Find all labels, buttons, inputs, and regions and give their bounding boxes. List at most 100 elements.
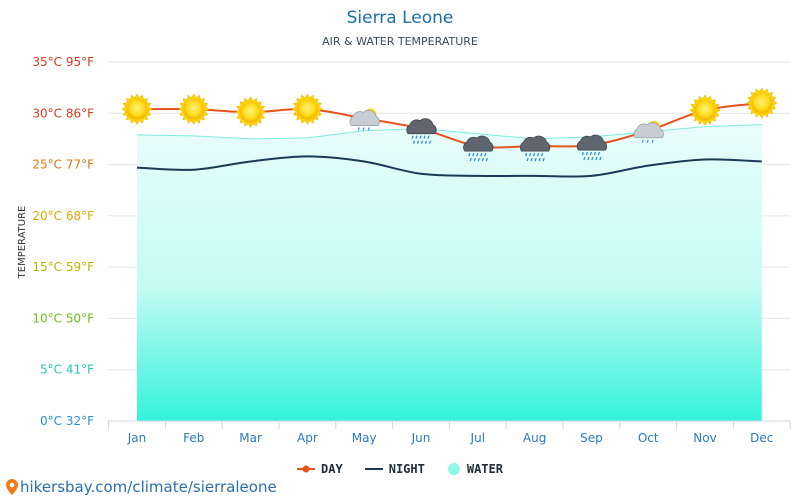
- y-axis-label: TEMPERATURE: [17, 206, 28, 280]
- cloud-shape: [576, 134, 608, 151]
- legend-item-water[interactable]: WATER: [447, 462, 503, 476]
- rain-drop: [593, 151, 597, 156]
- x-tick-label: Jul: [470, 431, 485, 445]
- rain-drop: [589, 151, 593, 156]
- rain-cloud-icon: [463, 135, 494, 162]
- rain-drop: [480, 152, 483, 157]
- rain-drop: [411, 135, 414, 139]
- rain-drop: [424, 140, 428, 144]
- sun-icon: [121, 93, 153, 125]
- cloud-shape: [349, 110, 380, 126]
- legend-item-night[interactable]: NIGHT: [364, 462, 425, 476]
- rain-drop: [536, 152, 540, 157]
- rain-cloud-icon: [519, 135, 551, 162]
- y-tick-label: 20°C 68°F: [32, 209, 94, 223]
- rain-drop: [599, 156, 602, 161]
- rain-drop: [485, 157, 488, 162]
- sun-disc: [183, 98, 205, 120]
- legend-water-label: WATER: [466, 462, 503, 476]
- x-tick-label: Mar: [239, 431, 262, 445]
- cloud-shape: [463, 135, 494, 152]
- sun-disc: [296, 98, 318, 120]
- x-tick-label: Aug: [523, 431, 546, 445]
- rain-drop: [595, 156, 598, 161]
- rain-drop: [530, 157, 533, 162]
- rain-drop: [468, 152, 471, 157]
- legend-night-marker: [364, 468, 383, 470]
- water-area: [137, 124, 762, 421]
- x-tick-label: Feb: [183, 431, 204, 445]
- rain-drop: [367, 127, 370, 131]
- rain-drop: [416, 140, 420, 144]
- rain-drop: [538, 157, 541, 162]
- rain-drop: [534, 157, 537, 162]
- rain-drop: [427, 135, 430, 139]
- rain-drop: [524, 152, 528, 157]
- cloud-shape: [633, 122, 664, 139]
- x-tick-label: Sep: [580, 431, 603, 445]
- cloud-shape: [519, 135, 551, 152]
- rain-drop: [472, 152, 475, 157]
- x-tick-label: Jan: [127, 431, 147, 445]
- sun-disc: [240, 101, 262, 123]
- legend-item-day[interactable]: DAY: [297, 462, 343, 476]
- x-tick-label: May: [352, 431, 377, 445]
- sun-disc: [694, 99, 716, 121]
- rain-drop: [428, 140, 432, 144]
- sun-icon: [178, 93, 210, 125]
- rain-drop: [415, 135, 418, 139]
- rain-drop: [477, 157, 480, 162]
- rain-drop: [423, 135, 426, 139]
- rain-cloud-icon: [406, 118, 437, 144]
- location-pin-icon: [6, 479, 18, 495]
- sun-icon: [291, 93, 323, 125]
- rain-drop: [591, 156, 594, 161]
- rain-drop: [651, 139, 654, 143]
- partly-cloudy-rain-icon: [633, 120, 664, 143]
- y-tick-label: 25°C 77°F: [32, 158, 94, 172]
- x-tick-label: Nov: [693, 431, 716, 445]
- rain-drop: [540, 152, 544, 157]
- rain-drop: [581, 151, 585, 156]
- rain-cloud-icon: [576, 134, 608, 161]
- rain-drop: [357, 127, 360, 131]
- rain-drop: [412, 140, 416, 144]
- rain-drop: [641, 139, 644, 143]
- legend-day-marker: [297, 465, 316, 473]
- rain-drop: [481, 157, 484, 162]
- legend-night-label: NIGHT: [388, 462, 425, 476]
- legend-day-label: DAY: [321, 462, 343, 476]
- rain-drop: [526, 157, 529, 162]
- credit-link[interactable]: hikersbay.com/climate/sierraleone: [6, 478, 277, 496]
- y-tick-label: 15°C 59°F: [32, 260, 94, 274]
- rain-drop: [420, 140, 424, 144]
- x-tick-label: Jun: [411, 431, 431, 445]
- y-tick-label: 35°C 95°F: [32, 55, 94, 69]
- sun-icon: [689, 94, 721, 126]
- rain-drop: [362, 127, 365, 131]
- credit-text: hikersbay.com/climate/sierraleone: [20, 478, 277, 496]
- rain-drop: [476, 152, 479, 157]
- partly-cloudy-rain-icon: [349, 108, 380, 131]
- chart-legend: DAY NIGHT WATER: [0, 462, 800, 476]
- night-series-line: [136, 155, 762, 178]
- sun-icon: [746, 87, 778, 119]
- rain-drop: [583, 156, 586, 161]
- rain-drop: [597, 151, 601, 156]
- x-tick-label: Dec: [750, 431, 773, 445]
- rain-drop: [542, 157, 545, 162]
- rain-drop: [419, 135, 422, 139]
- rain-drop: [587, 156, 590, 161]
- x-tick-label: Oct: [638, 431, 659, 445]
- legend-water-marker: [447, 463, 460, 475]
- rain-drop: [532, 152, 536, 157]
- chart-subtitle: AIR & WATER TEMPERATURE: [322, 35, 478, 48]
- rain-drop: [528, 152, 532, 157]
- y-tick-label: 10°C 50°F: [32, 311, 94, 325]
- cloud-shape: [406, 118, 437, 135]
- rain-drop: [585, 151, 589, 156]
- temperature-chart: 35°C 95°F 30°C 86°F 25°C 77°F 20°C 68°F 15°C…: [17, 55, 791, 445]
- chart-title: Sierra Leone: [346, 8, 454, 28]
- sun-disc: [126, 98, 148, 120]
- sun-icon: [235, 96, 267, 128]
